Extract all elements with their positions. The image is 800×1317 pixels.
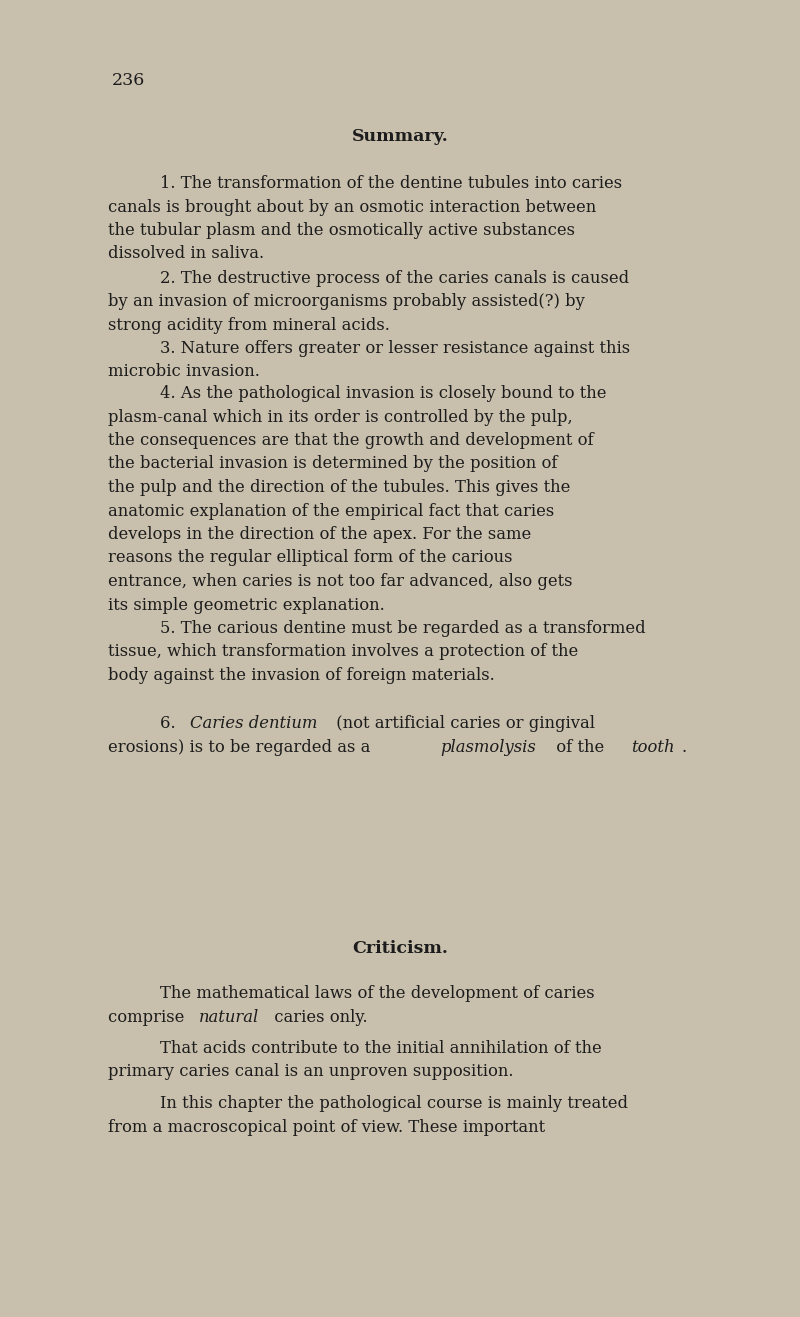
Text: of the: of the	[551, 739, 610, 756]
Text: the tubular plasm and the osmotically active substances: the tubular plasm and the osmotically ac…	[108, 223, 575, 238]
Text: That acids contribute to the initial annihilation of the: That acids contribute to the initial ann…	[160, 1040, 602, 1058]
Text: In this chapter the pathological course is mainly treated: In this chapter the pathological course …	[160, 1094, 628, 1112]
Text: natural: natural	[198, 1009, 259, 1026]
Text: tooth: tooth	[631, 739, 675, 756]
Text: the bacterial invasion is determined by the position of: the bacterial invasion is determined by …	[108, 456, 558, 473]
Text: primary caries canal is an unproven supposition.: primary caries canal is an unproven supp…	[108, 1064, 514, 1080]
Text: by an invasion of microorganisms probably assisted(?) by: by an invasion of microorganisms probabl…	[108, 294, 585, 311]
Text: 2. The destructive process of the caries canals is caused: 2. The destructive process of the caries…	[160, 270, 629, 287]
Text: the consequences are that the growth and development of: the consequences are that the growth and…	[108, 432, 594, 449]
Text: (not artificial caries or gingival: (not artificial caries or gingival	[331, 715, 595, 732]
Text: develops in the direction of the apex. For the same: develops in the direction of the apex. F…	[108, 525, 531, 543]
Text: caries only.: caries only.	[269, 1009, 368, 1026]
Text: reasons the regular elliptical form of the carious: reasons the regular elliptical form of t…	[108, 549, 513, 566]
Text: entrance, when caries is not too far advanced, also gets: entrance, when caries is not too far adv…	[108, 573, 573, 590]
Text: the pulp and the direction of the tubules. This gives the: the pulp and the direction of the tubule…	[108, 479, 570, 497]
Text: anatomic explanation of the empirical fact that caries: anatomic explanation of the empirical fa…	[108, 503, 554, 519]
Text: plasm-canal which in its order is controlled by the pulp,: plasm-canal which in its order is contro…	[108, 408, 573, 425]
Text: microbic invasion.: microbic invasion.	[108, 363, 260, 381]
Text: plasmolysis: plasmolysis	[440, 739, 536, 756]
Text: 4. As the pathological invasion is closely bound to the: 4. As the pathological invasion is close…	[160, 385, 606, 402]
Text: Caries dentium: Caries dentium	[190, 715, 318, 732]
Text: Summary.: Summary.	[352, 128, 448, 145]
Text: 6.: 6.	[160, 715, 181, 732]
Text: erosions) is to be regarded as a: erosions) is to be regarded as a	[108, 739, 376, 756]
Text: body against the invasion of foreign materials.: body against the invasion of foreign mat…	[108, 666, 494, 684]
Text: 5. The carious dentine must be regarded as a transformed: 5. The carious dentine must be regarded …	[160, 620, 646, 637]
Text: its simple geometric explanation.: its simple geometric explanation.	[108, 597, 385, 614]
Text: tissue, which transformation involves a protection of the: tissue, which transformation involves a …	[108, 644, 578, 661]
Text: dissolved in saliva.: dissolved in saliva.	[108, 245, 264, 262]
Text: The mathematical laws of the development of caries: The mathematical laws of the development…	[160, 985, 594, 1002]
Text: 236: 236	[112, 72, 146, 90]
Text: canals is brought about by an osmotic interaction between: canals is brought about by an osmotic in…	[108, 199, 596, 216]
Text: from a macroscopical point of view. These important: from a macroscopical point of view. Thes…	[108, 1118, 545, 1135]
Text: comprise: comprise	[108, 1009, 190, 1026]
Text: 1. The transformation of the dentine tubules into caries: 1. The transformation of the dentine tub…	[160, 175, 622, 192]
Text: 3. Nature offers greater or lesser resistance against this: 3. Nature offers greater or lesser resis…	[160, 340, 630, 357]
Text: Criticism.: Criticism.	[352, 940, 448, 957]
Text: .: .	[682, 739, 687, 756]
Text: strong acidity from mineral acids.: strong acidity from mineral acids.	[108, 317, 390, 335]
